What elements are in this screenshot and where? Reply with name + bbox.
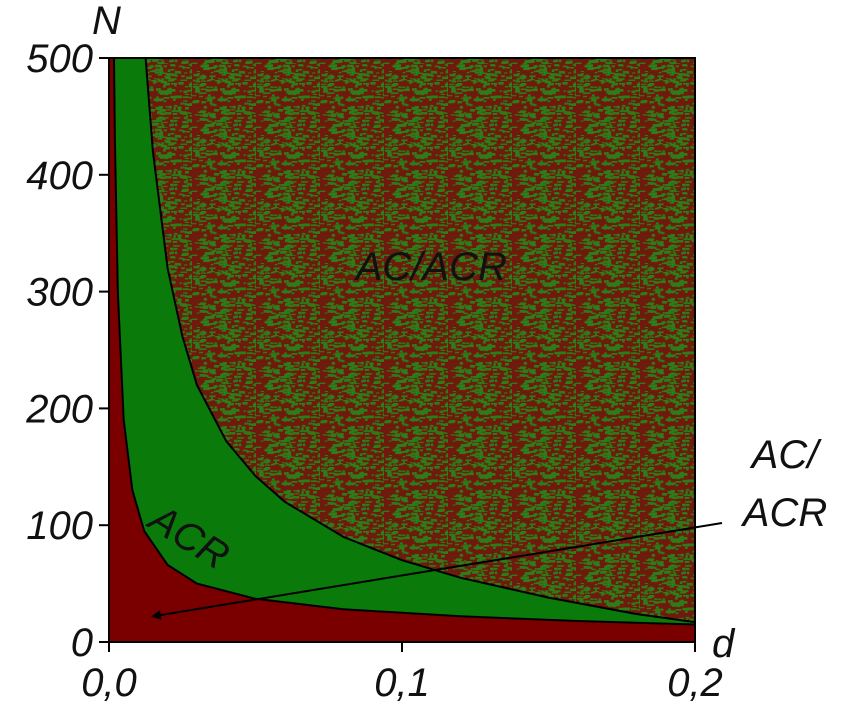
y-tick-label: 300 <box>26 271 93 315</box>
x-tick-label: 0,2 <box>667 661 723 705</box>
y-tick-label: 400 <box>26 154 93 198</box>
x-tick-label: 0,0 <box>81 661 137 705</box>
y-tick-label: 500 <box>26 37 93 81</box>
y-tick-label: 0 <box>71 621 93 665</box>
plot-area <box>109 58 695 642</box>
annotation-arrow <box>150 522 723 620</box>
callout-label-ac-acr: AC/ACR <box>741 433 827 535</box>
region-acr <box>114 58 695 625</box>
region-ac <box>109 58 695 642</box>
x-axis-label: d <box>712 622 736 666</box>
region-label-ac-acr: AC/ACR <box>354 245 507 289</box>
x-axis: 0,0 0,1 0,2 <box>81 642 723 705</box>
y-tick-label: 100 <box>26 504 93 548</box>
x-tick-label: 0,1 <box>374 661 430 705</box>
boundary-lower-line <box>113 58 695 626</box>
y-axis: 0 100 200 300 400 500 <box>25 37 109 665</box>
y-axis-label: N <box>92 0 121 43</box>
y-tick-label: 200 <box>25 387 93 431</box>
boundary-upper-line <box>144 58 695 624</box>
